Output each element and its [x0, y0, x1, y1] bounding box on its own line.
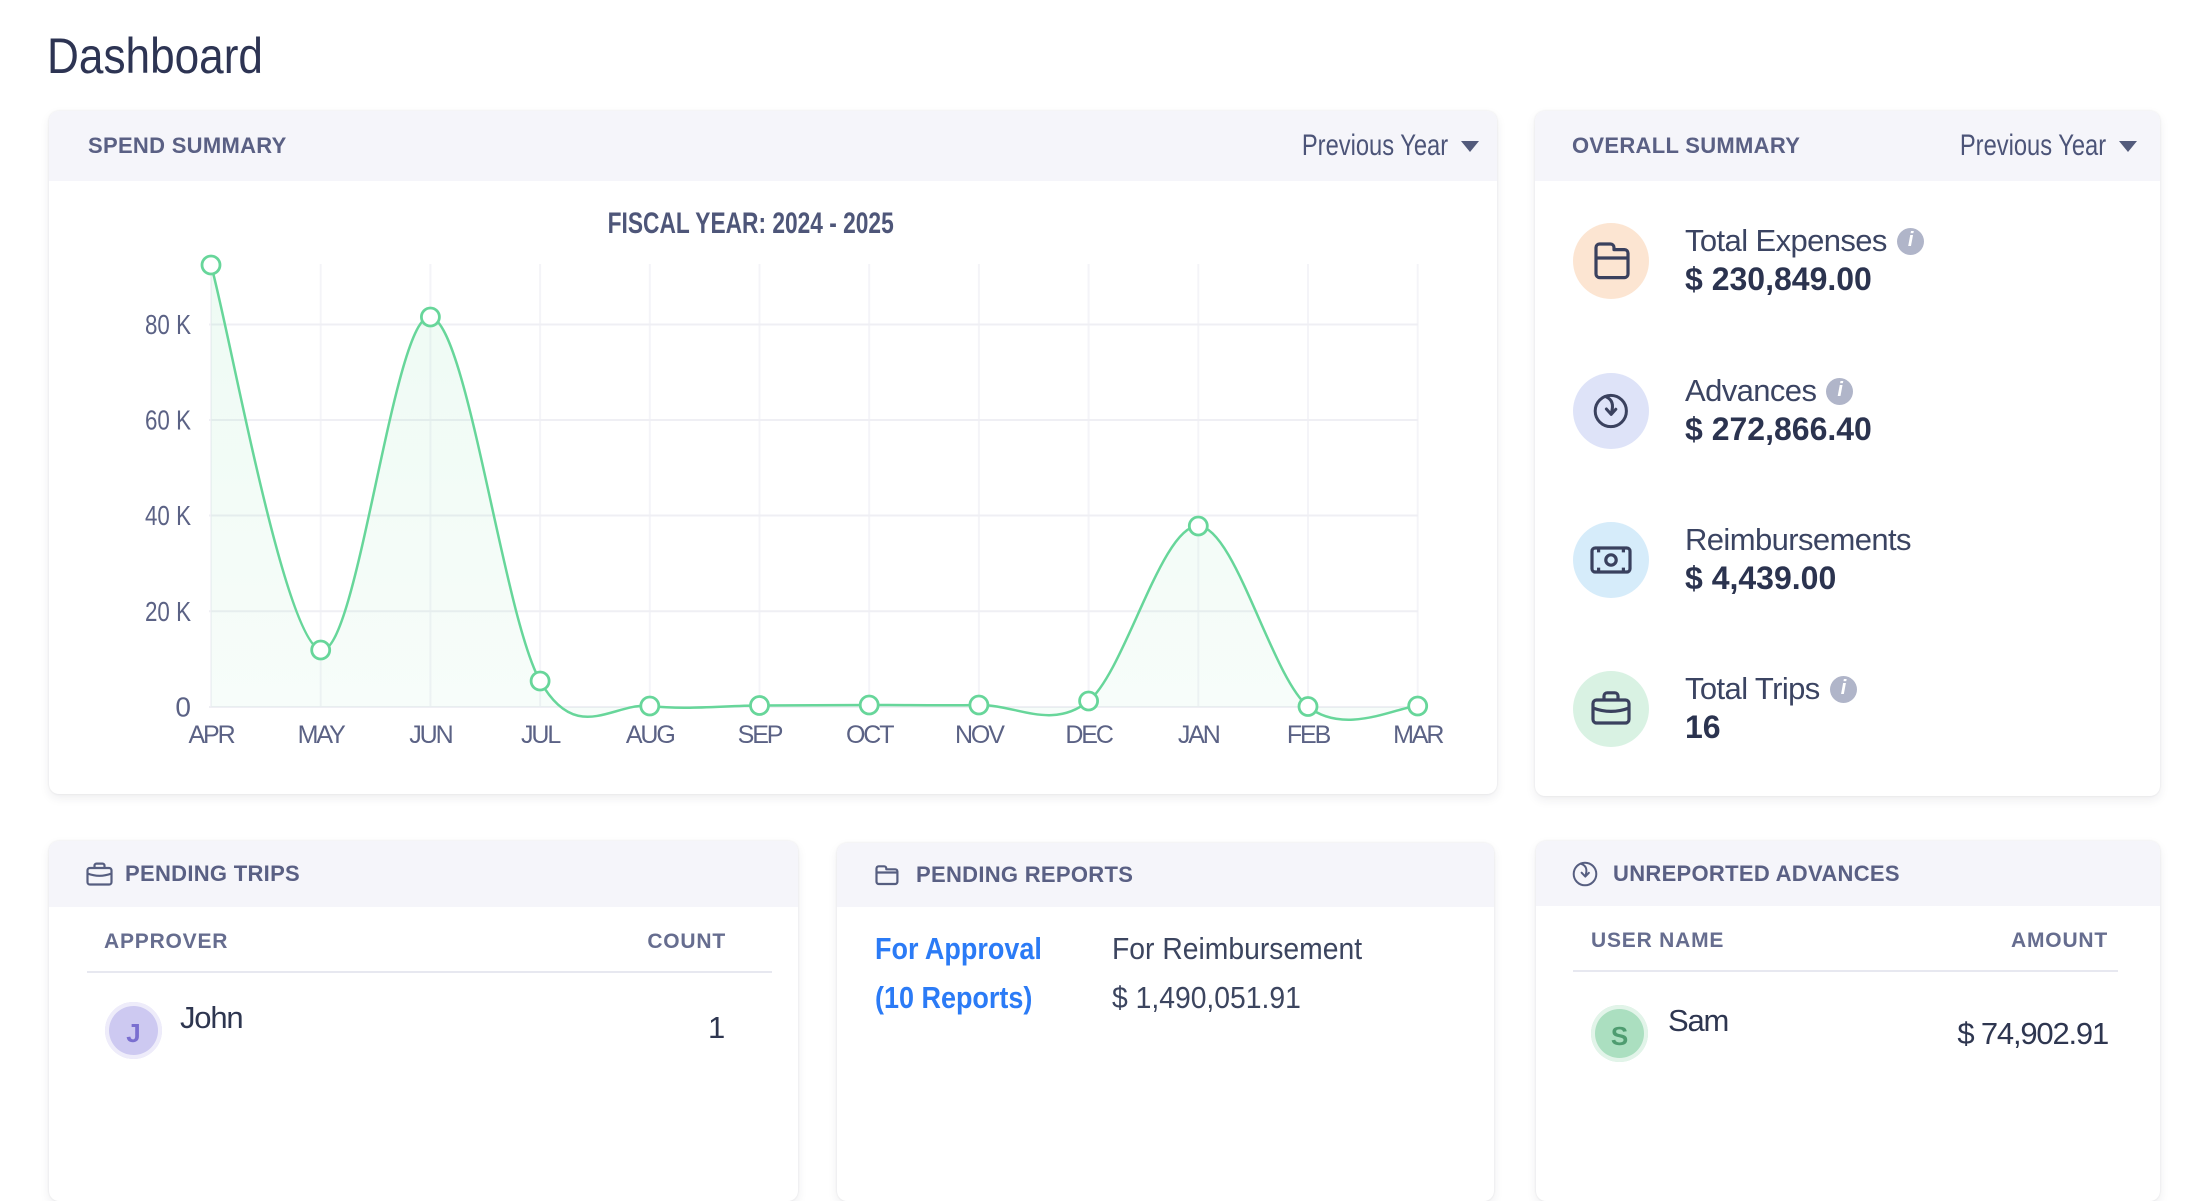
- svg-text:0: 0: [175, 692, 191, 723]
- svg-text:20 K: 20 K: [145, 596, 191, 627]
- svg-text:40 K: 40 K: [145, 500, 191, 531]
- svg-text:MAR: MAR: [1393, 721, 1443, 749]
- svg-text:80 K: 80 K: [145, 309, 191, 340]
- svg-text:60 K: 60 K: [145, 405, 191, 436]
- svg-text:OCT: OCT: [846, 721, 894, 749]
- svg-text:FEB: FEB: [1287, 721, 1331, 749]
- svg-text:JUN: JUN: [409, 721, 452, 749]
- svg-text:MAY: MAY: [298, 721, 346, 749]
- svg-text:DEC: DEC: [1065, 721, 1114, 749]
- svg-text:NOV: NOV: [955, 721, 1005, 749]
- svg-text:JAN: JAN: [1178, 721, 1220, 749]
- svg-text:JUL: JUL: [521, 721, 561, 749]
- svg-text:APR: APR: [188, 721, 234, 749]
- svg-text:SEP: SEP: [738, 721, 783, 749]
- svg-text:AUG: AUG: [626, 721, 675, 749]
